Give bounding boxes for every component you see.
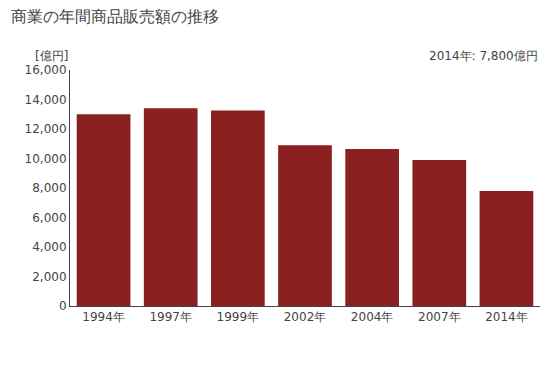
svg-text:2002年: 2002年 [284, 310, 327, 324]
svg-text:1999年: 1999年 [217, 310, 260, 324]
svg-text:0: 0 [59, 299, 67, 313]
svg-text:10,000: 10,000 [25, 152, 67, 166]
svg-text:12,000: 12,000 [25, 122, 67, 136]
svg-text:2014年: 7,800億円: 2014年: 7,800億円 [429, 49, 538, 63]
svg-text:2,000: 2,000 [32, 270, 66, 284]
svg-text:16,000: 16,000 [25, 63, 67, 77]
svg-text:2014年: 2014年 [485, 310, 528, 324]
svg-text:8,000: 8,000 [32, 181, 66, 195]
svg-text:4,000: 4,000 [32, 240, 66, 254]
svg-text:2007年: 2007年 [418, 310, 461, 324]
svg-text:[億円]: [億円] [35, 49, 68, 63]
svg-text:14,000: 14,000 [25, 93, 67, 107]
svg-text:1994年: 1994年 [82, 310, 125, 324]
svg-text:2004年: 2004年 [351, 310, 394, 324]
svg-text:6,000: 6,000 [32, 211, 66, 225]
svg-text:商業の年間商品販売額の推移: 商業の年間商品販売額の推移 [11, 7, 219, 26]
svg-text:1997年: 1997年 [149, 310, 192, 324]
